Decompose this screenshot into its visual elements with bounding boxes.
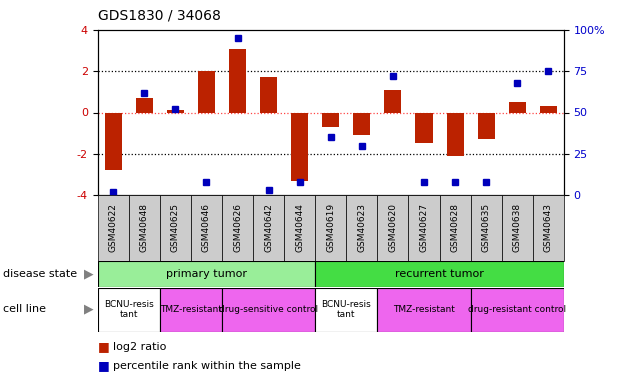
Bar (440, 195, 471, 261)
Text: GSM40643: GSM40643 (544, 203, 553, 252)
Bar (353, 112, 370, 135)
Text: TMZ-resistant: TMZ-resistant (393, 305, 455, 314)
Text: GSM40635: GSM40635 (482, 203, 491, 252)
Text: percentile rank within the sample: percentile rank within the sample (113, 361, 301, 370)
Text: ■: ■ (98, 359, 110, 372)
Bar (291, 112, 308, 181)
Bar (415, 112, 433, 144)
Text: GSM40625: GSM40625 (171, 203, 180, 252)
Text: GSM40648: GSM40648 (140, 203, 149, 252)
Text: cell line: cell line (3, 304, 46, 314)
Text: GSM40620: GSM40620 (389, 203, 398, 252)
Bar (471, 195, 501, 261)
Bar (129, 195, 160, 261)
Text: ■: ■ (98, 340, 110, 353)
Bar (501, 195, 533, 261)
Text: TMZ-resistant: TMZ-resistant (160, 305, 222, 314)
Text: ▶: ▶ (84, 268, 93, 280)
Bar (135, 98, 153, 112)
Bar (322, 112, 340, 127)
Text: drug-sensitive control: drug-sensitive control (219, 305, 318, 314)
Text: GSM40622: GSM40622 (109, 203, 118, 252)
Text: drug-resistant control: drug-resistant control (468, 305, 566, 314)
Bar (222, 195, 253, 261)
Bar (540, 106, 557, 112)
Text: GSM40646: GSM40646 (202, 203, 211, 252)
Text: BCNU-resis
tant: BCNU-resis tant (104, 300, 154, 320)
Text: GSM40642: GSM40642 (264, 203, 273, 252)
Text: GSM40627: GSM40627 (420, 203, 428, 252)
Bar (384, 90, 401, 112)
Bar (478, 112, 495, 140)
Bar (160, 288, 222, 332)
Bar (315, 288, 377, 332)
Bar (408, 195, 440, 261)
Bar (315, 261, 564, 287)
Bar (346, 195, 377, 261)
Bar (98, 261, 315, 287)
Bar (229, 49, 246, 112)
Bar (315, 195, 346, 261)
Bar (167, 110, 184, 112)
Text: recurrent tumor: recurrent tumor (395, 269, 484, 279)
Bar (447, 112, 464, 156)
Bar (377, 195, 408, 261)
Text: GSM40626: GSM40626 (233, 203, 242, 252)
Text: BCNU-resis
tant: BCNU-resis tant (321, 300, 371, 320)
Bar (105, 112, 122, 170)
Bar (191, 195, 222, 261)
Bar (284, 195, 315, 261)
Text: GSM40644: GSM40644 (295, 203, 304, 252)
Bar (98, 195, 129, 261)
Bar (198, 71, 215, 112)
Text: GSM40628: GSM40628 (450, 203, 459, 252)
Text: log2 ratio: log2 ratio (113, 342, 167, 352)
Text: primary tumor: primary tumor (166, 269, 247, 279)
Bar (533, 195, 564, 261)
Bar (253, 195, 284, 261)
Text: GSM40638: GSM40638 (513, 203, 522, 252)
Bar (260, 78, 277, 112)
Bar (98, 288, 160, 332)
Text: disease state: disease state (3, 269, 77, 279)
Text: ▶: ▶ (84, 303, 93, 316)
Bar (160, 195, 191, 261)
Text: GSM40619: GSM40619 (326, 203, 335, 252)
Bar (222, 288, 315, 332)
Text: GDS1830 / 34068: GDS1830 / 34068 (98, 9, 220, 22)
Text: GSM40623: GSM40623 (357, 203, 366, 252)
Bar (377, 288, 471, 332)
Bar (471, 288, 564, 332)
Bar (508, 102, 526, 112)
